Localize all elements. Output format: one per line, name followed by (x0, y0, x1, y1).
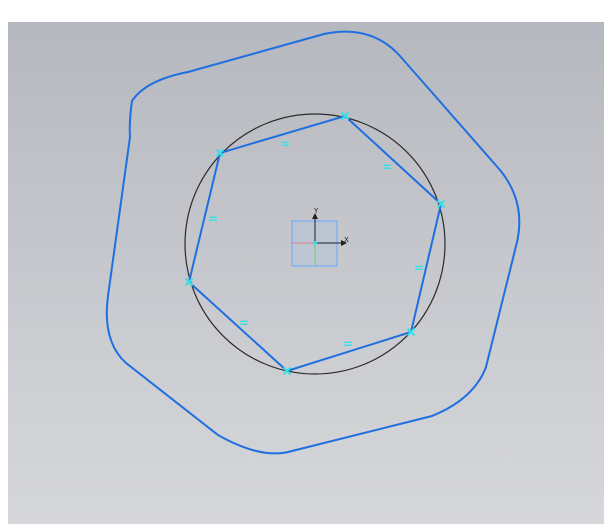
vertex-coincident-marker[interactable] (406, 327, 416, 337)
construction-circle[interactable] (184, 113, 446, 375)
sketch-canvas[interactable]: = = = = = = X Y (8, 22, 604, 524)
vertex-coincident-marker[interactable] (340, 111, 350, 121)
sketch-viewport[interactable]: = = = = = = X Y (8, 22, 604, 524)
equal-constraint-label[interactable]: = (343, 337, 353, 351)
origin-point[interactable] (313, 241, 317, 245)
origin-coordinate-system[interactable]: X Y (291, 207, 349, 267)
equal-constraint-labels: = = = = = = (208, 137, 424, 351)
outer-rounded-hexagon-contour[interactable] (105, 30, 521, 455)
x-axis-arrowhead (341, 240, 347, 246)
vertex-coincident-marker[interactable] (184, 277, 194, 287)
equal-constraint-label[interactable]: = (208, 212, 218, 226)
vertex-coincident-marker[interactable] (282, 366, 292, 376)
vertex-coincident-marker[interactable] (215, 148, 225, 158)
vertex-markers (184, 111, 446, 376)
y-axis-label: Y (313, 207, 319, 215)
x-axis-label: X (344, 236, 349, 244)
equal-constraint-label[interactable]: = (414, 261, 424, 275)
equal-constraint-label[interactable]: = (382, 160, 392, 174)
vertex-coincident-marker[interactable] (436, 199, 446, 209)
equal-constraint-label[interactable]: = (280, 137, 290, 151)
y-axis-arrowhead (312, 213, 318, 219)
equal-constraint-label[interactable]: = (239, 316, 249, 330)
